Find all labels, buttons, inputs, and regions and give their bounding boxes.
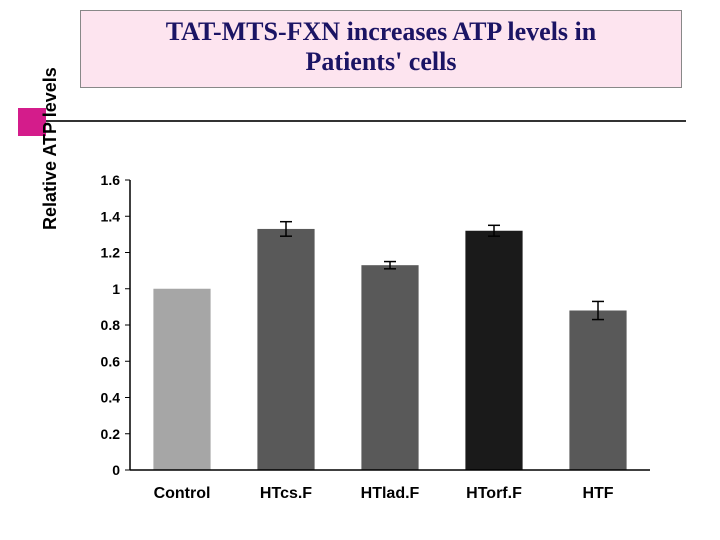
svg-text:HTF: HTF: [582, 485, 613, 502]
svg-text:1.2: 1.2: [101, 245, 121, 261]
title-line-2: Patients' cells: [306, 47, 457, 76]
svg-text:1.4: 1.4: [101, 208, 121, 224]
svg-text:0.2: 0.2: [101, 426, 121, 442]
accent-line: [46, 120, 686, 122]
svg-text:HTorf.F: HTorf.F: [466, 485, 522, 502]
svg-text:1: 1: [112, 281, 120, 297]
title-line-1: TAT-MTS-FXN increases ATP levels in: [166, 17, 596, 46]
y-axis-label: Relative ATP levels: [40, 67, 61, 230]
svg-text:0.8: 0.8: [101, 317, 121, 333]
svg-text:0: 0: [112, 462, 120, 478]
svg-text:HTlad.F: HTlad.F: [361, 485, 420, 502]
title-box: TAT-MTS-FXN increases ATP levels in Pati…: [80, 10, 682, 88]
svg-text:Control: Control: [154, 485, 211, 502]
svg-text:0.6: 0.6: [101, 353, 121, 369]
chart-svg: 0 0.2 0.4 0.6 0.8 1 1.2 1.4 1.6 Control HTcs.F HTla…: [60, 170, 660, 510]
svg-text:1.6: 1.6: [101, 172, 121, 188]
atp-bar-chart: Relative ATP levels 00.20.40.60.811.21.4…: [60, 170, 660, 510]
svg-text:HTcs.F: HTcs.F: [260, 485, 312, 502]
svg-text:0.4: 0.4: [101, 390, 121, 406]
